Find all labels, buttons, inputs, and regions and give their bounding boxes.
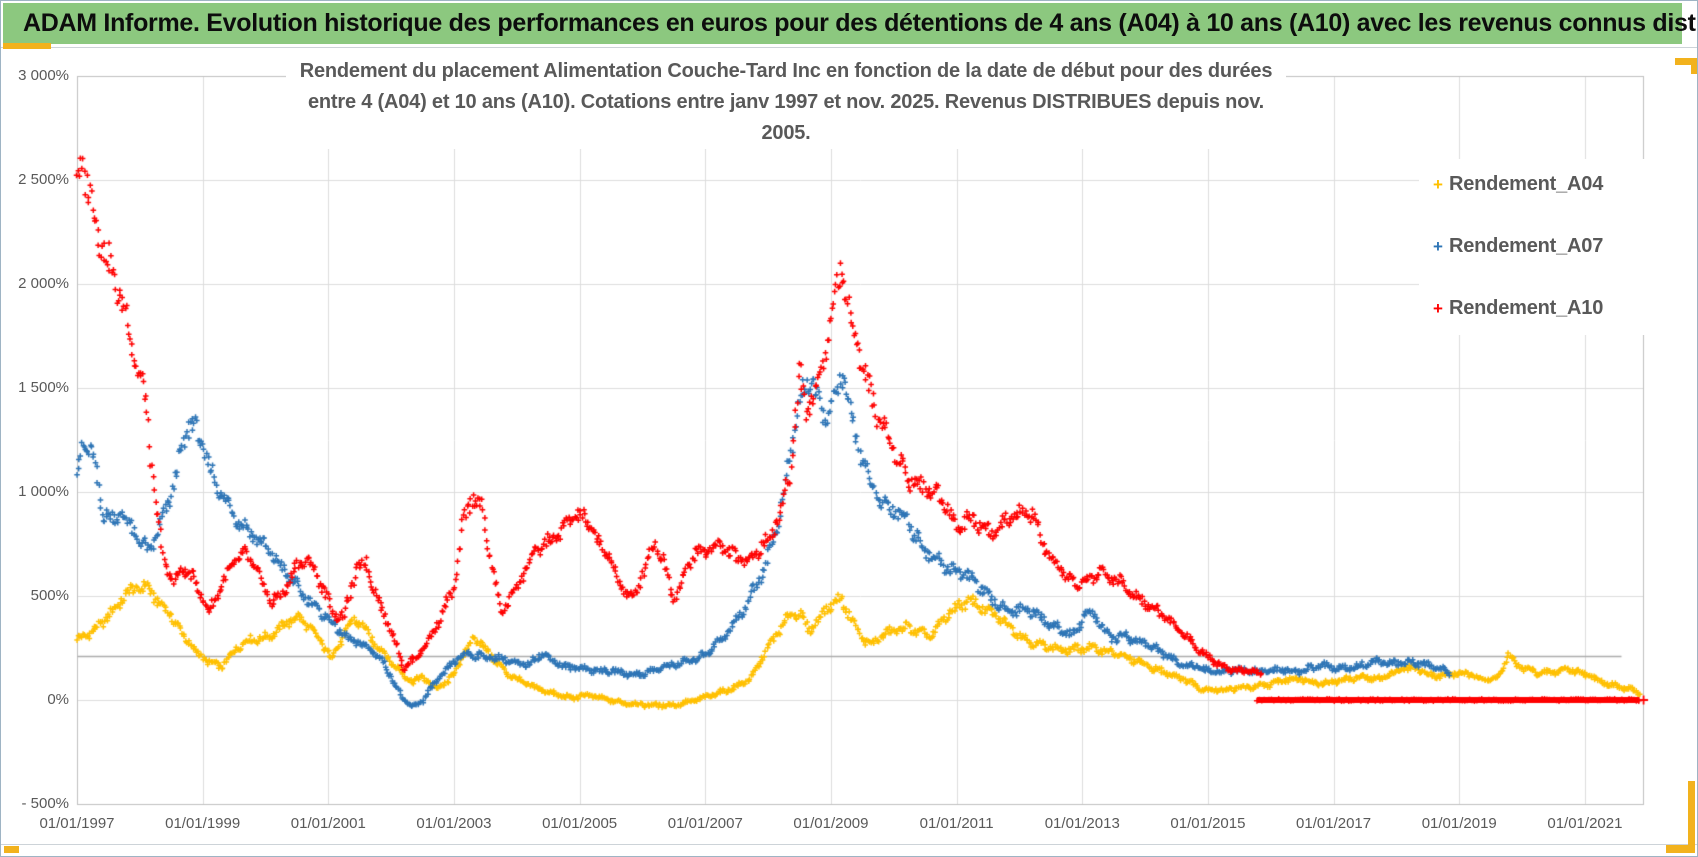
legend-item-rendement_a10: + Rendement_A10: [1427, 297, 1603, 320]
x-axis-tick-label: 01/01/2011: [919, 815, 994, 832]
legend-item-rendement_a07: + Rendement_A07: [1427, 235, 1603, 258]
x-axis-tick-label: 01/01/2015: [1170, 815, 1246, 832]
y-axis-tick-label: 2 000%: [18, 275, 69, 292]
x-axis-tick-label: 01/01/1997: [39, 815, 115, 832]
y-axis-tick-label: 2 500%: [18, 171, 69, 188]
bottom-divider: [1, 844, 1697, 845]
x-axis-tick-label: 01/01/2013: [1044, 815, 1120, 832]
legend-item-label: Rendement_A07: [1449, 235, 1604, 257]
chart-title-line1: Rendement du placement Alimentation Couc…: [299, 60, 1273, 82]
x-axis-tick-label: 01/01/2003: [416, 815, 492, 832]
plus-marker-icon: +: [1433, 175, 1443, 194]
corner-accent-bottom-right-foot: [1666, 845, 1695, 853]
legend-item-label: Rendement_A10: [1449, 297, 1604, 319]
chart-legend: + Rendement_A04 + Rendement_A07 + Rendement_A…: [1419, 159, 1671, 335]
header-banner: ADAM Informe. Evolution historique des p…: [3, 3, 1697, 44]
y-axis-tick-label: 3 000%: [18, 67, 69, 84]
x-axis-tick-label: 01/01/2009: [793, 815, 869, 832]
x-axis-tick-label: 01/01/2001: [290, 815, 366, 832]
top-divider: [1, 47, 1697, 48]
legend-item-rendement_a04: + Rendement_A04: [1427, 173, 1603, 196]
corner-accent-bottom-right: [1688, 781, 1695, 852]
chart-title-line2: entre 4 (A04) et 10 ans (A10). Cotations…: [307, 91, 1265, 144]
y-axis-tick-label: - 500%: [21, 795, 69, 812]
header-banner-title: ADAM Informe. Evolution historique des p…: [23, 9, 1698, 37]
x-axis-tick-label: 01/01/2007: [667, 815, 743, 832]
x-axis-tick-label: 01/01/2021: [1547, 815, 1623, 832]
chart-title: Rendement du placement Alimentation Couc…: [286, 56, 1286, 149]
y-axis-tick-label: 500%: [30, 587, 69, 604]
bottom-left-accent: [4, 846, 19, 853]
plus-marker-icon: +: [1433, 237, 1443, 256]
legend-item-label: Rendement_A04: [1449, 173, 1604, 195]
corner-accent-top-right: [1675, 58, 1697, 65]
x-axis-tick-label: 01/01/2017: [1296, 815, 1372, 832]
plus-marker-icon: +: [1433, 299, 1443, 318]
corner-accent-top-right-nub: [1691, 58, 1697, 74]
y-axis-tick-label: 1 500%: [18, 379, 69, 396]
y-axis-tick-label: 0%: [47, 691, 69, 708]
x-axis-tick-label: 01/01/1999: [165, 815, 241, 832]
y-axis-tick-label: 1 000%: [18, 483, 69, 500]
x-axis-tick-label: 01/01/2005: [542, 815, 618, 832]
x-axis-tick-label: 01/01/2019: [1421, 815, 1497, 832]
banner-accent-underline: [3, 43, 51, 49]
